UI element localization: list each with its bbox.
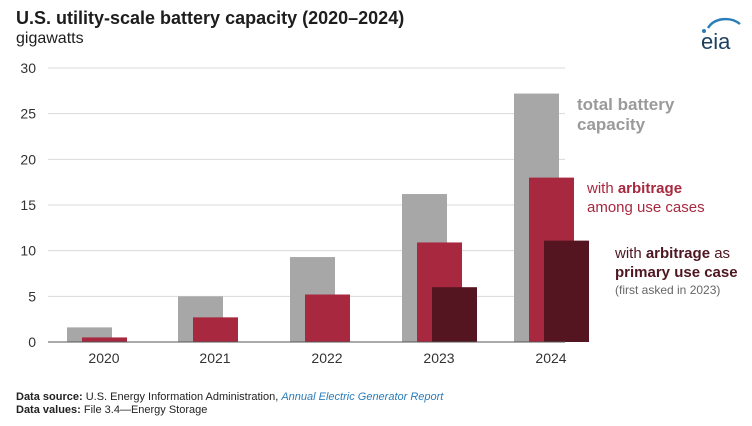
- gridlines: [48, 67, 565, 297]
- chart-title: U.S. utility-scale battery capacity (202…: [16, 8, 405, 28]
- eia-logo-text: eia: [701, 29, 731, 54]
- legend-total-line1: total battery: [577, 95, 675, 114]
- footer-source: Data source: U.S. Energy Information Adm…: [16, 391, 443, 403]
- y-tick-label: 0: [28, 334, 36, 350]
- x-tick-label: 2021: [199, 350, 230, 366]
- y-tick-label: 25: [20, 106, 36, 122]
- footer-source-link[interactable]: Annual Electric Generator Report: [281, 391, 444, 403]
- y-tick-label: 30: [20, 60, 36, 76]
- bar-primary-2024: [544, 240, 589, 342]
- eia-logo: eia: [701, 17, 741, 54]
- y-tick-label: 5: [28, 288, 36, 304]
- x-tick-label: 2022: [311, 350, 342, 366]
- legend-primary-bold: arbitrage: [646, 245, 710, 262]
- legend-among-bold: arbitrage: [618, 180, 682, 197]
- legend-among-line2: among use cases: [587, 199, 705, 216]
- legend-primary-suffix: as: [710, 245, 730, 262]
- footer-values-text: File 3.4—Energy Storage: [80, 404, 208, 416]
- x-tick-label: 2023: [423, 350, 454, 366]
- legend-primary-line2: primary use case: [615, 264, 738, 281]
- legend-primary-note: (first asked in 2023): [615, 283, 720, 297]
- legend-primary-prefix: with: [614, 245, 646, 262]
- y-axis-ticks: 0 5 10 15 20 25 30: [20, 60, 36, 350]
- footer-source-label: Data source:: [16, 391, 83, 403]
- y-tick-label: 10: [20, 243, 36, 259]
- bar-primary-2023: [432, 287, 477, 342]
- footer-source-text: U.S. Energy Information Administration,: [82, 391, 282, 403]
- legend-among-line1: with arbitrage: [586, 180, 682, 197]
- y-tick-label: 15: [20, 197, 36, 213]
- x-tick-label: 2024: [535, 350, 566, 366]
- legend-primary-line1: with arbitrage as: [614, 245, 730, 262]
- legend-total-line2: capacity: [577, 115, 646, 134]
- x-tick-label: 2020: [88, 350, 119, 366]
- bar-among-2020: [82, 337, 127, 342]
- x-axis-ticks: 2020 2021 2022 2023 2024: [88, 350, 566, 366]
- legend-among-prefix: with: [586, 180, 618, 197]
- bar-among-2021: [193, 317, 238, 342]
- y-tick-label: 20: [20, 151, 36, 167]
- footer-values: Data values: File 3.4—Energy Storage: [16, 404, 207, 416]
- bars: [67, 93, 589, 342]
- footer-values-label: Data values:: [16, 404, 81, 416]
- bar-among-2022: [305, 294, 350, 342]
- chart-subtitle: gigawatts: [16, 30, 84, 47]
